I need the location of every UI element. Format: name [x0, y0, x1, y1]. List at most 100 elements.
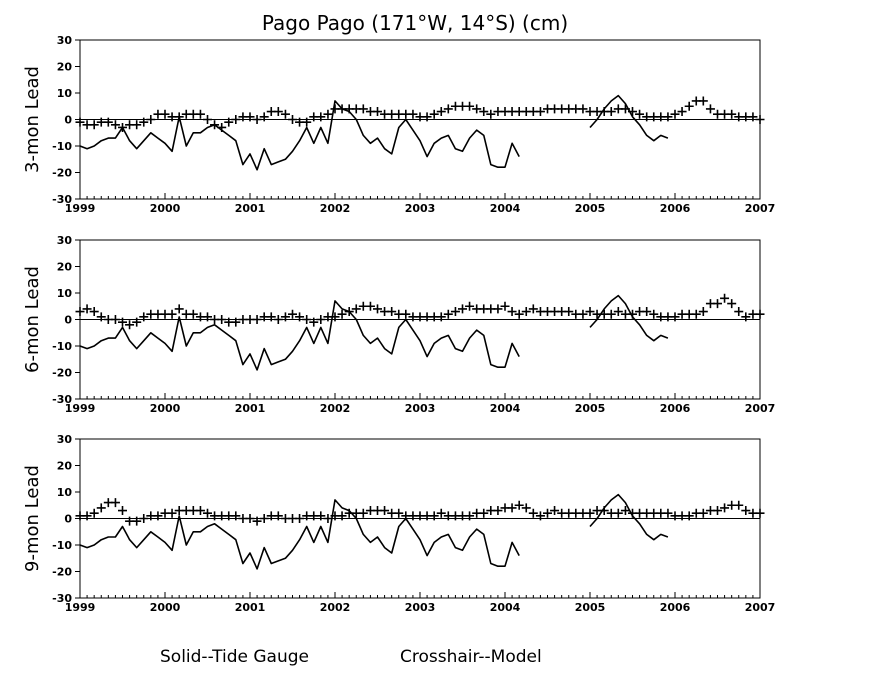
model-crosshair-point — [288, 309, 297, 319]
model-crosshair-point — [231, 511, 241, 521]
y-tick-label: -10 — [52, 140, 72, 153]
model-crosshair-point — [755, 115, 765, 124]
model-crosshair-point — [727, 299, 737, 309]
model-crosshair-point — [103, 117, 113, 127]
model-crosshair-point — [514, 500, 524, 510]
model-crosshair-point — [273, 107, 283, 117]
model-crosshair-point — [684, 511, 694, 521]
y-tick-label: 0 — [64, 513, 72, 526]
model-crosshair-point — [564, 307, 574, 317]
model-crosshair-point — [203, 508, 212, 518]
model-crosshair-point — [132, 120, 142, 130]
model-crosshair-point — [684, 101, 694, 111]
model-crosshair-point — [663, 112, 673, 122]
model-crosshair-point — [174, 112, 184, 122]
model-crosshair-point — [139, 312, 149, 322]
y-tick-label: 30 — [57, 433, 73, 446]
y-tick-label: 0 — [64, 314, 72, 327]
panel-9-mon-lead: 9-mon Lead 30 20 10 0 -10 -20 -30 1999 2000 2001… — [22, 433, 775, 614]
model-crosshair-point — [465, 511, 475, 521]
x-tick-label: 2002 — [320, 601, 351, 614]
model-crosshair-point — [252, 516, 262, 526]
model-crosshair-point — [649, 309, 659, 319]
model-crosshair-point — [132, 516, 142, 526]
model-crosshair-point — [110, 498, 120, 508]
y-tick-label: 30 — [57, 34, 73, 47]
model-crosshair-point — [436, 107, 446, 117]
model-crosshair-point — [323, 109, 333, 119]
model-crosshair-point — [535, 107, 545, 117]
model-crosshair-point — [188, 309, 198, 319]
x-tick-label: 2001 — [235, 601, 266, 614]
model-crosshair-point — [691, 309, 701, 319]
model-crosshair-point — [167, 508, 177, 518]
x-tick-label: 2006 — [660, 202, 691, 215]
model-crosshair-point — [280, 109, 290, 119]
x-tick-label: 2005 — [575, 402, 606, 415]
model-crosshair-point — [443, 309, 453, 319]
model-crosshair-point — [316, 315, 326, 324]
model-crosshair-point — [75, 307, 85, 317]
y-tick-label: -20 — [52, 167, 72, 180]
model-crosshair-point — [203, 115, 212, 124]
panel-6-mon-lead: 6-mon Lead 30 20 10 0 -10 -20 -30 1999 2000 2001… — [22, 234, 775, 415]
model-crosshair-point — [507, 503, 517, 513]
model-crosshair-point — [96, 503, 106, 513]
y-tick-label: -20 — [52, 367, 72, 380]
model-crosshair-point — [224, 117, 234, 127]
y-tick-label: 10 — [57, 486, 73, 499]
tide-gauge-line — [589, 493, 669, 541]
model-crosshair-point — [748, 112, 758, 122]
model-crosshair-point — [259, 514, 269, 523]
model-crosshair-point — [458, 304, 467, 314]
model-crosshair-point — [507, 307, 517, 317]
model-crosshair-point — [450, 307, 460, 317]
model-crosshair-point — [295, 312, 305, 322]
model-crosshair-point — [443, 104, 453, 114]
chart-title: Pago Pago (171°W, 14°S) (cm) — [262, 11, 568, 35]
x-tick-label: 2007 — [745, 202, 776, 215]
x-tick-label: 2006 — [660, 601, 691, 614]
model-crosshair-point — [429, 109, 439, 119]
model-crosshair-point — [698, 96, 708, 106]
model-crosshair-point — [344, 307, 354, 317]
model-crosshair-point — [521, 307, 531, 317]
model-crosshair-point — [606, 309, 616, 319]
model-crosshair-point — [698, 508, 708, 518]
model-crosshair-point — [295, 514, 305, 523]
model-crosshair-point — [535, 511, 545, 521]
model-crosshair-point — [741, 312, 751, 322]
model-crosshair-point — [635, 109, 645, 119]
model-crosshair-point — [755, 508, 765, 518]
y-tick-label: 10 — [57, 287, 73, 300]
tide-gauge-line — [79, 499, 520, 570]
model-crosshair-point — [373, 107, 382, 117]
model-crosshair-point — [698, 307, 708, 317]
y-tick-label: -30 — [52, 592, 72, 605]
model-crosshair-point — [670, 312, 680, 322]
model-crosshair-point — [82, 304, 92, 314]
model-crosshair-point — [408, 109, 418, 119]
y-tick-label: 0 — [64, 114, 72, 127]
model-crosshair-point — [613, 508, 623, 518]
model-crosshair-point — [153, 511, 163, 521]
model-crosshair-point — [479, 508, 489, 518]
model-crosshair-point — [231, 317, 241, 327]
x-tick-label: 1999 — [65, 402, 96, 415]
model-crosshair-point — [139, 514, 149, 523]
model-crosshair-point — [422, 112, 432, 122]
x-tick-label: 2007 — [745, 601, 776, 614]
tide-gauge-line — [589, 294, 669, 342]
model-crosshair-point — [578, 309, 588, 319]
model-crosshair-point — [316, 511, 326, 521]
model-crosshair-point — [493, 304, 503, 314]
y-tick-label: 10 — [57, 87, 73, 100]
model-crosshair-point — [727, 109, 737, 119]
model-crosshair-point — [401, 309, 411, 319]
model-crosshair-point — [741, 506, 751, 516]
tide-gauge-series — [79, 493, 669, 570]
x-tick-label: 2005 — [575, 202, 606, 215]
model-crosshair-point — [465, 101, 475, 111]
x-tick-label: 2007 — [745, 402, 776, 415]
model-crosshair-point — [429, 511, 439, 521]
